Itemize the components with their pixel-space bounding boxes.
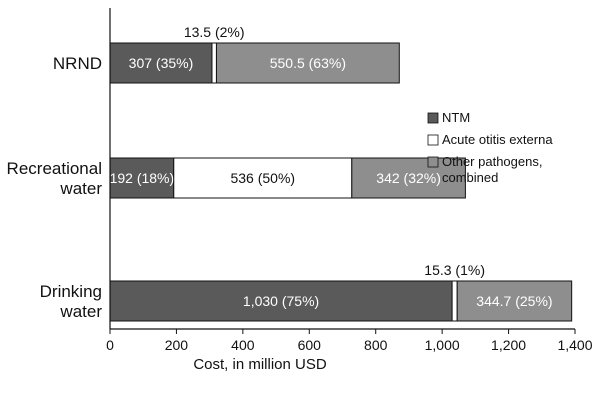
outside-labels-layer: 13.5 (2%) 15.3 (1%)	[184, 24, 485, 278]
bar-segment	[173, 157, 353, 199]
legend-label: Other pathogens,	[442, 154, 542, 169]
bar-segment	[451, 280, 458, 322]
bar-segment	[215, 42, 400, 84]
data-label: 1,030 (75%)	[243, 293, 319, 309]
data-label: 344.7 (25%)	[476, 293, 552, 309]
data-label: 536 (50%)	[230, 170, 295, 186]
data-label: 342 (32%)	[376, 170, 441, 186]
legend-swatch	[427, 156, 439, 168]
legend-label: combined	[442, 170, 498, 185]
bar-segment	[109, 280, 453, 322]
legend-label: NTM	[442, 110, 470, 125]
category-label: water	[59, 179, 102, 198]
legend: NTM Acute otitis externa Other pathogens,c…	[427, 110, 553, 185]
data-label: 15.3 (1%)	[424, 262, 485, 278]
bars-layer: 307 (35%) 550.5 (63%) 192 (18%) 536 (50%) 34…	[109, 42, 573, 322]
bar-segment	[109, 157, 175, 199]
legend-swatch	[427, 112, 439, 124]
x-axis-title: Cost, in million USD	[193, 356, 327, 373]
x-tick-label: 1,000	[425, 337, 460, 353]
bar-segment	[456, 280, 573, 322]
legend-swatch	[427, 134, 439, 146]
data-label: 307 (35%)	[129, 55, 194, 71]
data-label: 192 (18%)	[110, 170, 175, 186]
x-tick-label: 600	[298, 337, 322, 353]
legend-label: Acute otitis externa	[442, 132, 553, 147]
x-tick-label: 200	[165, 337, 189, 353]
category-label: Recreational	[7, 159, 102, 178]
data-label: 550.5 (63%)	[270, 55, 346, 71]
x-tick-label: 800	[364, 337, 388, 353]
category-label: Drinking	[40, 282, 102, 301]
x-tick-label: 1,200	[491, 337, 526, 353]
x-tick-label: 0	[106, 337, 114, 353]
bar-segment	[211, 42, 217, 84]
data-label: 13.5 (2%)	[184, 24, 245, 40]
x-tick-label: 400	[231, 337, 255, 353]
x-tick-label: 1,400	[557, 337, 592, 353]
bar-segment	[351, 157, 466, 199]
bar-segment	[109, 42, 213, 84]
category-label: water	[59, 302, 102, 321]
axes-layer: 0 200 400 600 800 1,000 1,200 1,400 Cost, in mil…	[106, 8, 593, 373]
category-label: NRND	[53, 54, 102, 73]
